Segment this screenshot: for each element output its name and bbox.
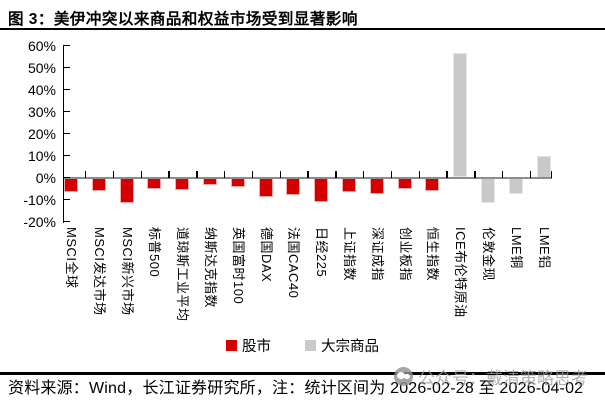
legend-item-commodities: 大宗商品 <box>305 335 379 356</box>
x-tick <box>196 171 198 178</box>
x-tick <box>418 171 420 178</box>
bar-LME铜 <box>508 177 523 194</box>
x-tick <box>335 171 337 178</box>
y-tick-20% <box>63 132 70 135</box>
x-tick <box>84 171 87 178</box>
x-tick <box>474 171 476 178</box>
bar-道琼斯工业平均 <box>175 177 190 190</box>
x-axis-label-日经225: 日经225 <box>314 227 330 278</box>
bar-深证成指 <box>369 177 384 194</box>
x-axis-label-ICE布伦特原油: ICE布伦特原油 <box>453 227 469 318</box>
y-axis-label-20%: 20% <box>27 125 56 142</box>
y-tick-40% <box>63 88 70 91</box>
bar-纳斯达克指数 <box>203 177 217 186</box>
y-axis-label-50%: 50% <box>27 59 56 76</box>
y-tick-60% <box>63 44 70 47</box>
y-axis-label-0%: 0% <box>35 169 56 186</box>
x-axis-label-纳斯达克指数: 纳斯达克指数 <box>203 227 218 309</box>
x-axis-label-LME铜: LME铜 <box>508 227 524 269</box>
y-tick-10% <box>63 154 70 157</box>
x-axis-label-MSCI发达市场: MSCI发达市场 <box>91 227 107 316</box>
chart-legend: 股市 大宗商品 <box>0 335 605 356</box>
x-axis-label-深证成指: 深证成指 <box>369 227 385 282</box>
x-tick <box>446 171 448 178</box>
bar-上证指数 <box>342 177 356 192</box>
y-tick--20% <box>63 220 70 223</box>
bar-伦敦金现 <box>481 177 495 203</box>
bar-德国DAX <box>258 177 273 198</box>
title-divider <box>0 28 605 30</box>
zero-baseline <box>63 176 552 179</box>
bar-MSCI发达市场 <box>91 177 106 191</box>
x-axis-label-伦敦金现: 伦敦金现 <box>481 227 496 282</box>
bar-恒生指数 <box>425 177 440 191</box>
x-axis-label-法国CAC40: 法国CAC40 <box>286 227 302 299</box>
bar-MSCI全球 <box>64 177 78 192</box>
x-tick <box>251 171 254 178</box>
footer-divider <box>0 372 605 375</box>
x-tick <box>168 171 170 178</box>
wechat-official-account-icon <box>394 367 413 386</box>
x-tick <box>112 171 115 178</box>
x-axis-label-英国富时100: 英国富时100 <box>230 227 246 305</box>
source-note: 资料来源：Wind，长江证券研究所，注：统计区间为 2026-02-28 至 2… <box>8 380 584 397</box>
x-axis-label-恒生指数: 恒生指数 <box>425 227 441 282</box>
bar-日经225 <box>314 177 329 202</box>
x-tick-end <box>550 171 552 178</box>
x-tick <box>529 171 532 178</box>
legend-item-stocks: 股市 <box>226 335 271 356</box>
y-axis-label-10%: 10% <box>27 147 56 164</box>
x-axis-label-创业板指: 创业板指 <box>397 227 413 282</box>
x-axis-label-德国DAX: 德国DAX <box>258 227 274 283</box>
x-tick <box>390 171 393 178</box>
y-axis-label--10%: -10% <box>23 191 56 208</box>
x-axis-label-标普500: 标普500 <box>147 227 163 278</box>
watermark-text: 公众号：戴清策略思考 <box>418 369 588 388</box>
x-tick <box>279 171 281 178</box>
watermark: 公众号：戴清策略思考 <box>394 364 588 389</box>
bar-ICE布伦特原油 <box>453 53 468 178</box>
x-axis-label-道琼斯工业平均: 道琼斯工业平均 <box>175 227 191 322</box>
legend-label-commodities: 大宗商品 <box>321 338 379 355</box>
bar-LME铝 <box>536 155 551 178</box>
bar-标普500 <box>147 177 162 189</box>
commodities-swatch <box>305 339 316 351</box>
bar-法国CAC40 <box>286 177 301 196</box>
x-axis-label-MSCI新兴市场: MSCI新兴市场 <box>119 227 135 316</box>
y-axis-label-30%: 30% <box>27 103 56 120</box>
legend-label-stocks: 股市 <box>242 338 271 355</box>
figure-title: 图 3：美伊冲突以来商品和权益市场受到显著影响 <box>8 11 358 28</box>
bar-英国富时100 <box>230 177 245 188</box>
x-tick <box>223 171 226 178</box>
x-axis-label-LME铝: LME铝 <box>536 227 552 269</box>
x-tick <box>307 171 309 178</box>
x-axis-label-上证指数: 上证指数 <box>342 227 357 282</box>
stocks-swatch <box>226 339 237 351</box>
y-tick-30% <box>63 110 70 113</box>
bar-MSCI新兴市场 <box>119 177 134 203</box>
x-tick <box>501 171 504 178</box>
y-tick-50% <box>63 66 70 69</box>
y-axis-label--20%: -20% <box>23 213 56 230</box>
bar-创业板指 <box>397 177 412 189</box>
y-tick-0% <box>63 176 70 179</box>
x-tick <box>362 171 365 178</box>
y-axis-line <box>62 46 64 223</box>
y-axis-label-60%: 60% <box>27 37 56 54</box>
y-axis-label-40%: 40% <box>27 81 56 98</box>
x-axis-label-MSCI全球: MSCI全球 <box>64 227 79 289</box>
y-tick--10% <box>63 198 70 201</box>
x-tick <box>140 171 142 178</box>
